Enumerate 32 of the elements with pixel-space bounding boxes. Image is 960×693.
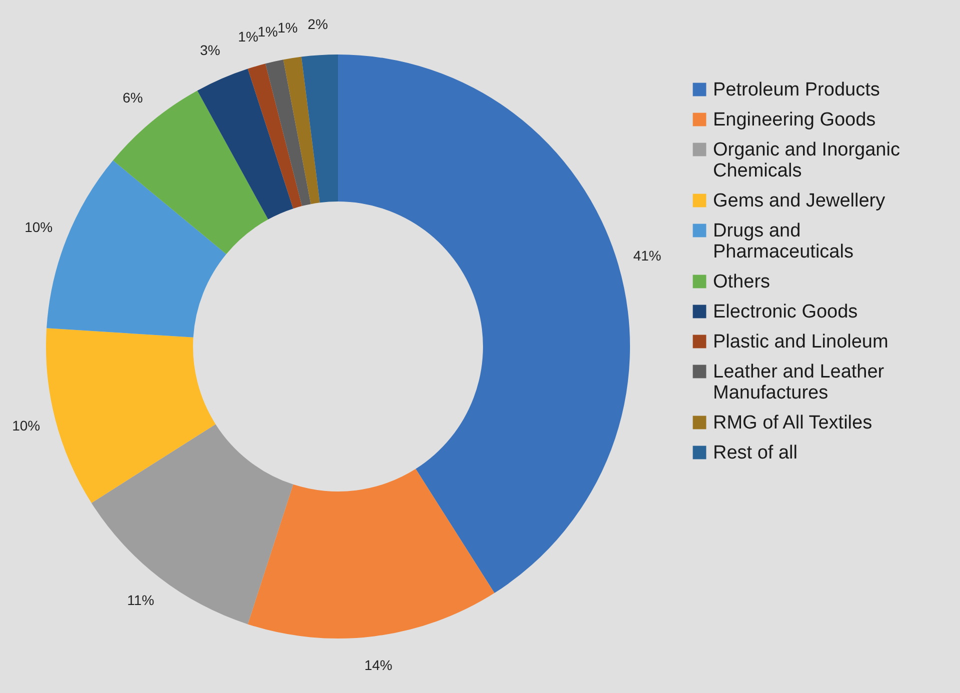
donut-slice [301, 54, 338, 203]
data-label: 1% [238, 28, 258, 44]
data-label: 10% [24, 218, 53, 235]
legend-label: Organic and Inorganic Chemicals [713, 140, 900, 182]
data-label: 1% [278, 19, 298, 36]
legend-label: Electronic Goods [713, 302, 858, 322]
legend-label: Engineering Goods [713, 110, 876, 130]
legend-label: Petroleum Products [713, 80, 880, 100]
legend-label: Gems and Jewellery [713, 190, 886, 212]
legend-label: Leather and Leather Manufactures [713, 362, 885, 404]
data-label: 10% [12, 418, 40, 434]
data-label: 14% [364, 656, 392, 673]
legend-label: RMG of All Textiles [713, 412, 872, 434]
legend-label: Others [713, 272, 770, 292]
donut-slice [283, 56, 320, 204]
donut-slice [91, 424, 294, 624]
data-label: 11% [127, 592, 154, 608]
donut-slice [197, 68, 294, 220]
donut-slice [338, 54, 630, 594]
data-label: 6% [122, 89, 143, 106]
data-label: 1% [258, 23, 278, 40]
data-label: 3% [200, 42, 220, 58]
donut-slice [265, 60, 311, 206]
donut-slice [46, 328, 216, 503]
donut-slice [248, 64, 302, 209]
legend-label: Drugs and Pharmaceuticals [713, 220, 854, 262]
data-label: 2% [308, 16, 328, 32]
data-label: 41% [633, 248, 662, 264]
legend-label: Plastic and Linoleum [713, 332, 888, 352]
donut-slice [248, 468, 494, 638]
donut-slice [113, 90, 268, 254]
legend-label: Rest of all [713, 442, 798, 464]
